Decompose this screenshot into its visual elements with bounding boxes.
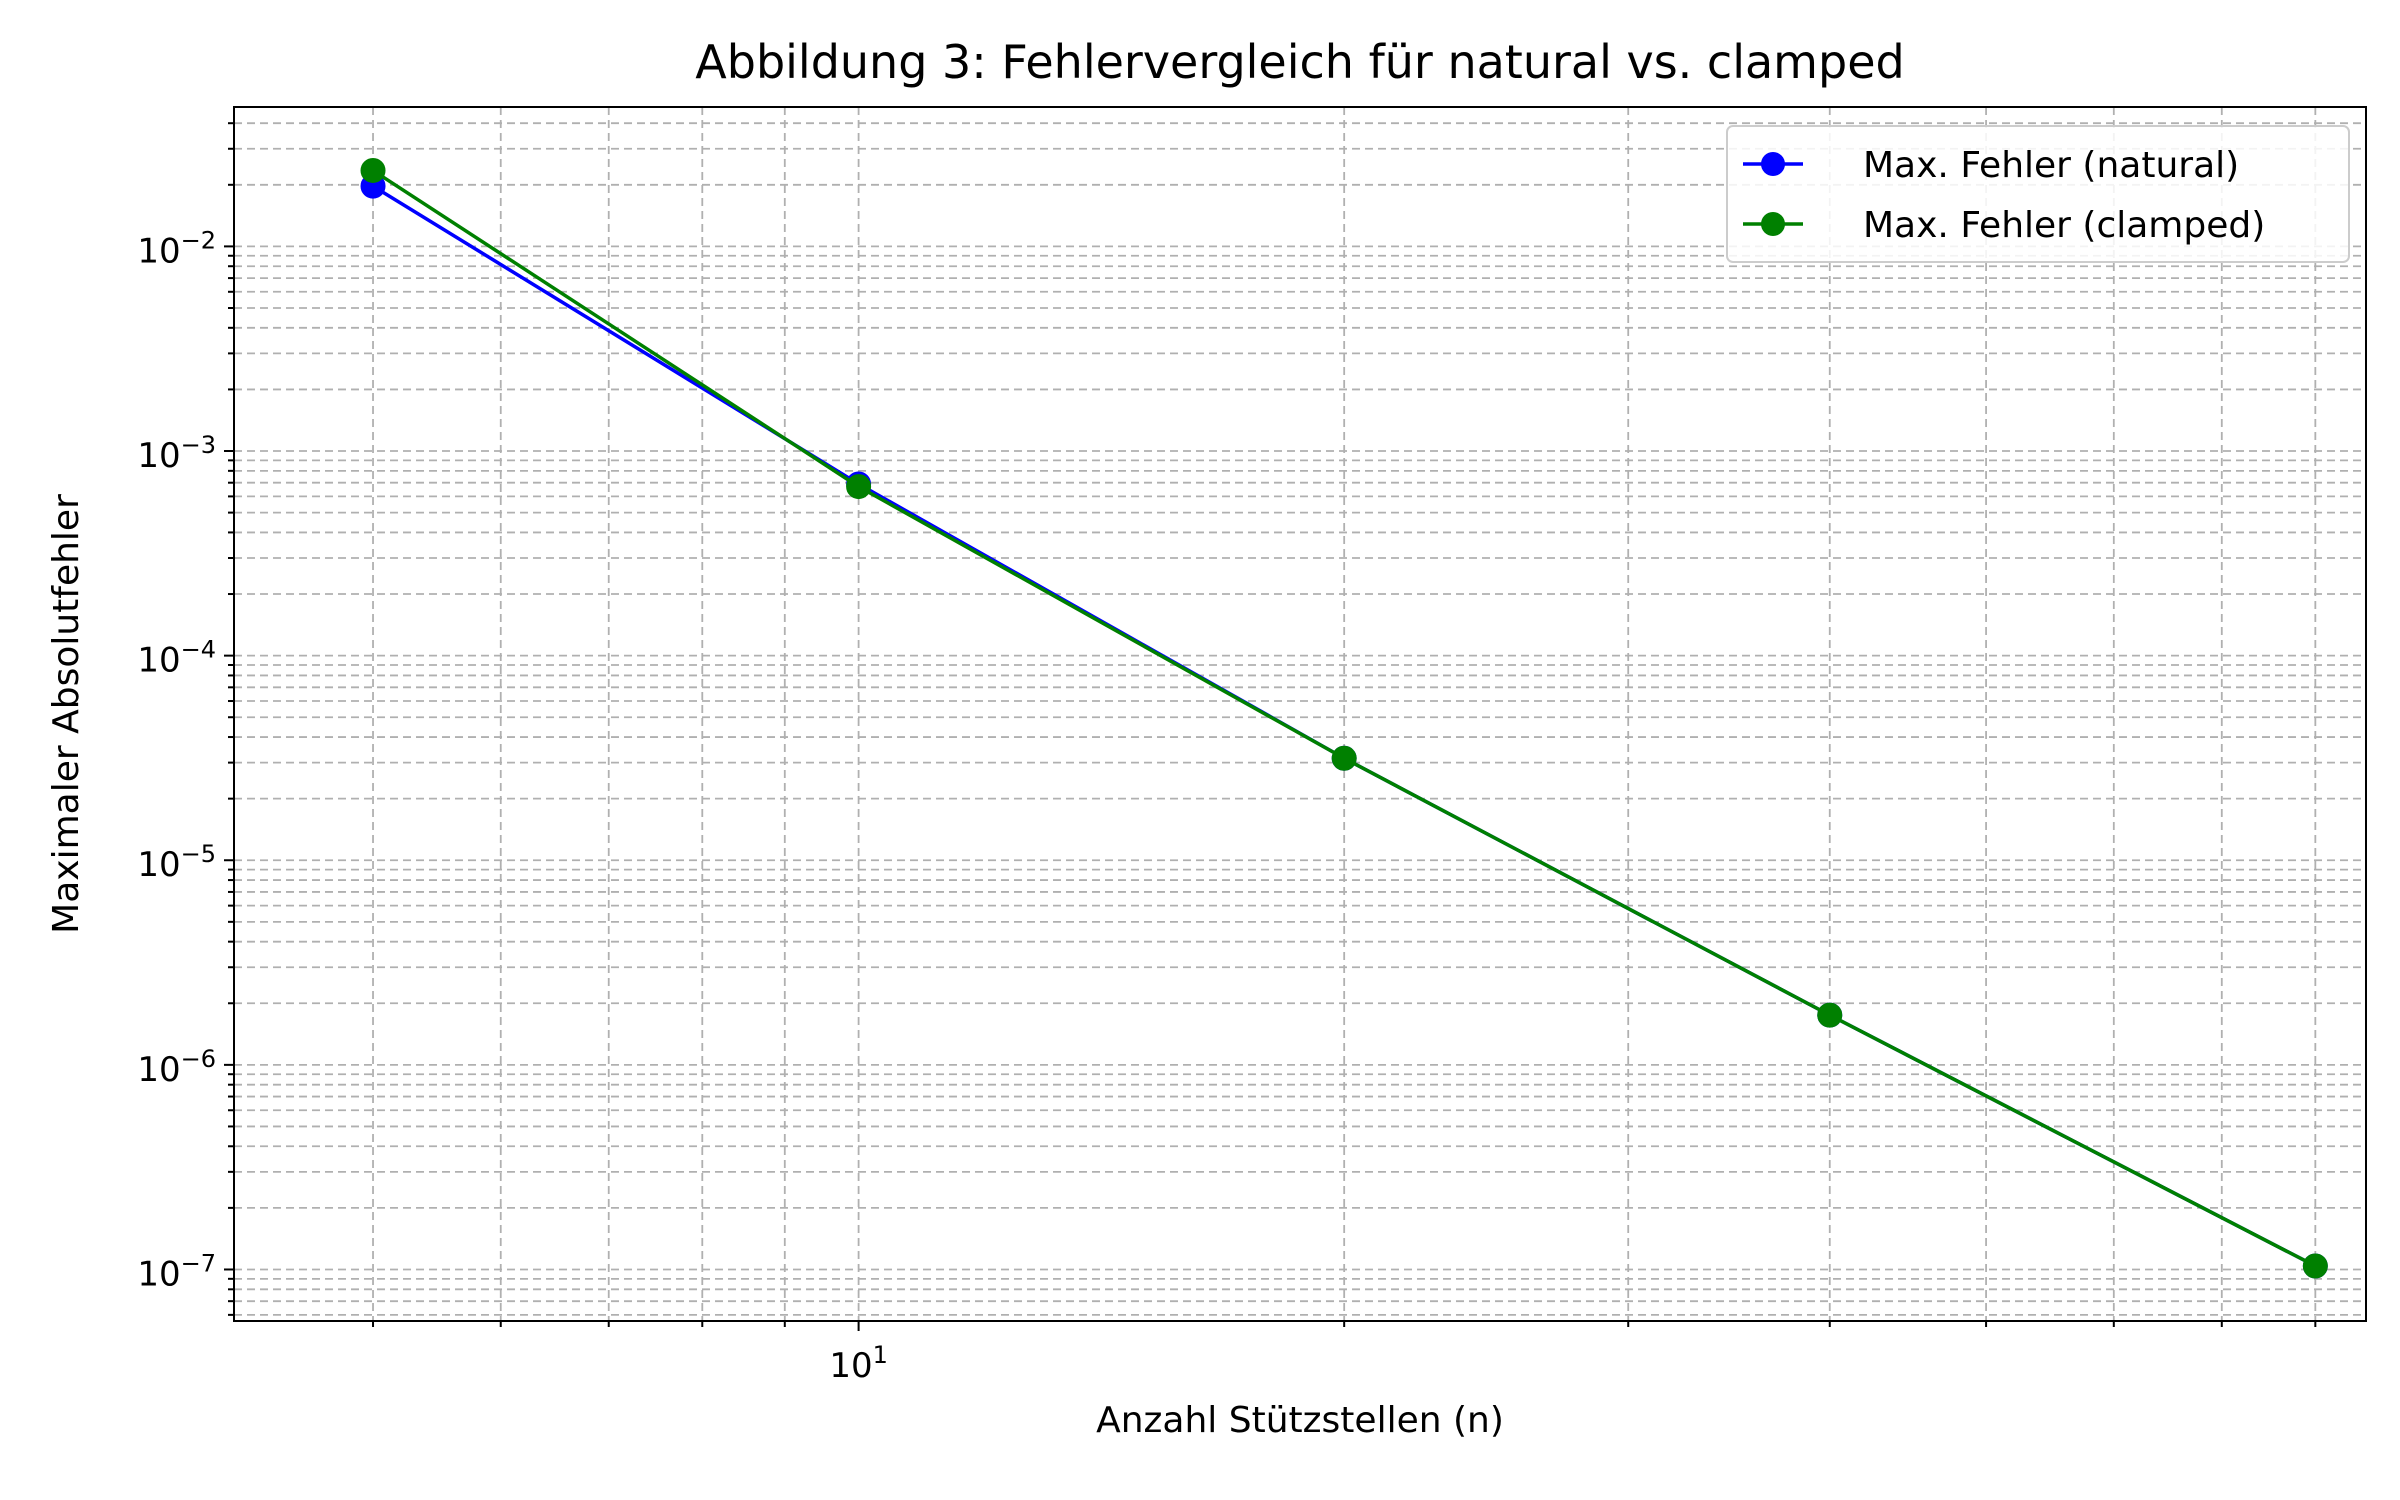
y-tick-label: 10−7 (137, 1249, 216, 1294)
grid-lines (234, 107, 2366, 1321)
chart-title: Abbildung 3: Fehlervergleich für natural… (695, 35, 1904, 89)
plot-frame (233, 106, 2367, 1322)
data-point (360, 157, 386, 183)
y-axis-label: Maximaler Absolutfehler (46, 494, 87, 934)
data-point (2302, 1253, 2328, 1279)
data-series (360, 157, 2328, 1279)
y-tick-label: 10−3 (137, 431, 216, 476)
y-tick-label: 10−2 (137, 226, 216, 271)
y-tick-label: 10−4 (137, 636, 216, 681)
axis-ticks: 101 10−7 10−6 10−5 10−4 10−3 10−2 (137, 122, 2317, 1386)
legend-box (1726, 125, 2350, 263)
x-tick-label: 101 (829, 1341, 888, 1386)
data-point (1331, 745, 1357, 771)
data-point (846, 474, 872, 500)
y-tick-label: 10−5 (137, 840, 216, 885)
legend: Max. Fehler (natural) Max. Fehler (clampe… (1726, 125, 2350, 263)
legend-marker (1761, 152, 1785, 176)
y-tick-label: 10−6 (137, 1045, 216, 1090)
data-point (1817, 1002, 1843, 1028)
x-axis-label: Anzahl Stützstellen (n) (1096, 1400, 1504, 1441)
legend-label: Max. Fehler (clamped) (1863, 205, 2265, 246)
legend-marker (1761, 212, 1785, 236)
legend-label: Max. Fehler (natural) (1863, 145, 2239, 186)
